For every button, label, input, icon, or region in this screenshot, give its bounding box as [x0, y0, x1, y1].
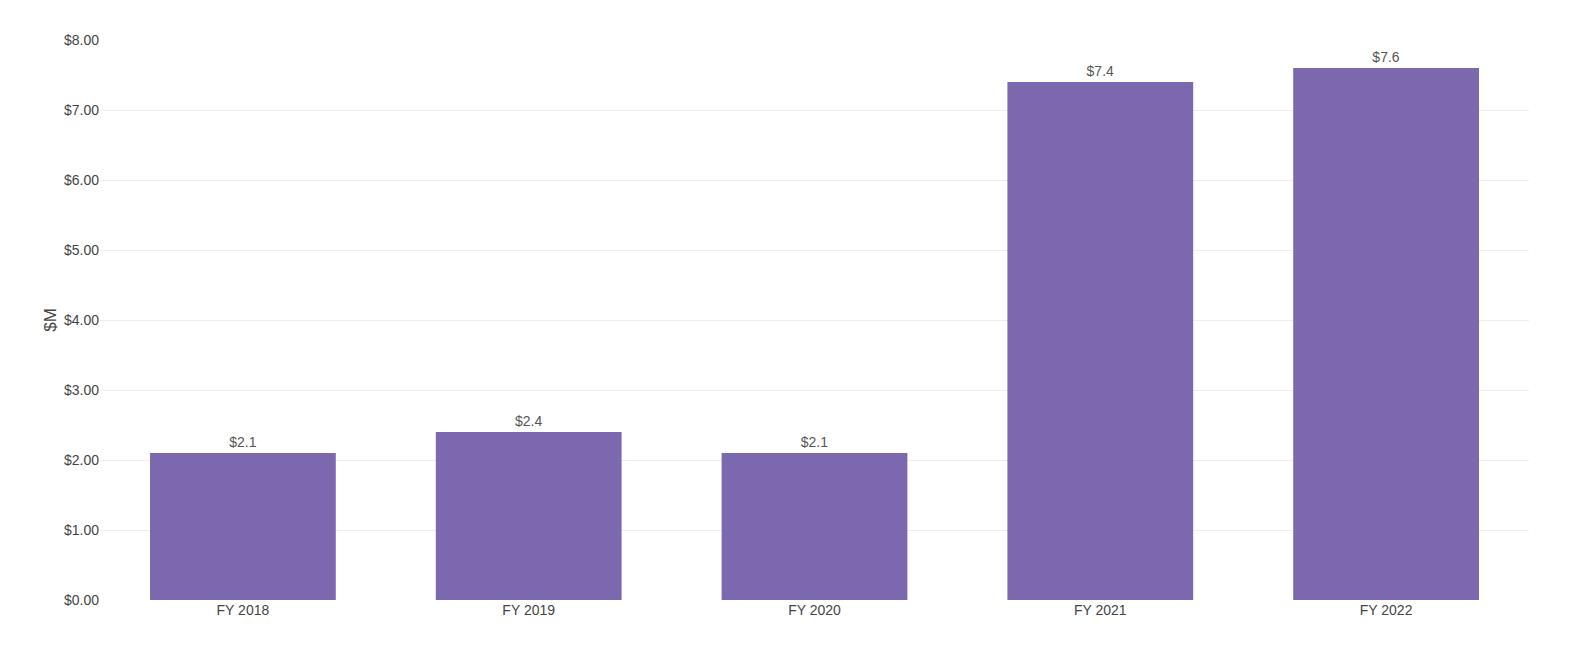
svg-text:$2.1: $2.1: [229, 434, 256, 450]
svg-text:FY 2019: FY 2019: [502, 602, 555, 618]
svg-text:$7.4: $7.4: [1087, 63, 1114, 79]
svg-text:$8.00: $8.00: [64, 32, 99, 48]
svg-text:$2.1: $2.1: [801, 434, 828, 450]
svg-text:$2.00: $2.00: [64, 452, 99, 468]
svg-text:FY 2018: FY 2018: [217, 602, 270, 618]
svg-text:$7.6: $7.6: [1372, 49, 1399, 65]
svg-text:$2.4: $2.4: [515, 413, 542, 429]
svg-text:$0.00: $0.00: [64, 592, 99, 608]
svg-text:$4.00: $4.00: [64, 312, 99, 328]
svg-text:$1.00: $1.00: [64, 522, 99, 538]
svg-text:$7.00: $7.00: [64, 102, 99, 118]
svg-text:$5.00: $5.00: [64, 242, 99, 258]
svg-text:$M: $M: [41, 308, 60, 332]
svg-text:FY 2022: FY 2022: [1360, 602, 1413, 618]
svg-text:$6.00: $6.00: [64, 172, 99, 188]
svg-text:FY 2020: FY 2020: [788, 602, 841, 618]
svg-text:FY 2021: FY 2021: [1074, 602, 1127, 618]
svg-text:$3.00: $3.00: [64, 382, 99, 398]
